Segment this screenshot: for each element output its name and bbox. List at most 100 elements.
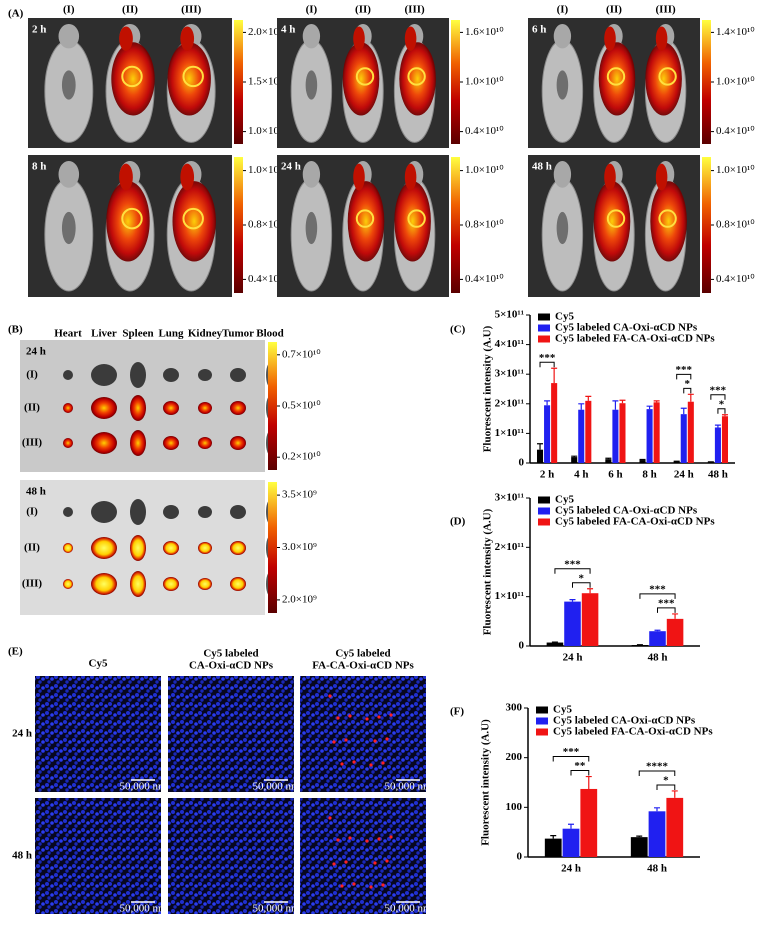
time-label: 48 h — [26, 486, 46, 498]
group-label: (II) — [24, 542, 40, 554]
organ — [163, 368, 179, 382]
colorbar-label: 0.7×10¹⁰ — [282, 348, 321, 360]
red-signal — [332, 862, 336, 866]
roi — [407, 209, 426, 228]
error-bar — [612, 400, 619, 410]
significance-bracket — [683, 387, 692, 394]
mouse-label: (III) — [181, 4, 202, 16]
organ-label: Lung — [158, 328, 184, 340]
y-tick-label: 5×10¹¹ — [495, 309, 524, 321]
organ — [198, 437, 212, 449]
organ — [230, 541, 246, 555]
legend-swatch — [538, 324, 550, 332]
colorbar — [702, 157, 711, 293]
x-tick-label: 48 h — [708, 469, 728, 481]
red-signal — [344, 860, 348, 864]
organ — [130, 430, 146, 456]
organ — [163, 436, 179, 450]
mouse-label: (I) — [557, 4, 569, 16]
bar — [646, 409, 653, 463]
micrograph — [300, 798, 426, 914]
colorbar-label: 0.8×10¹⁰ — [716, 219, 755, 231]
organ-label: Heart — [54, 328, 82, 340]
column-header: Cy5 labeled — [335, 648, 390, 660]
signal — [180, 163, 195, 191]
organ — [230, 368, 246, 382]
error-bar — [714, 424, 721, 428]
organ — [91, 397, 117, 419]
error-bar — [687, 393, 694, 402]
roi — [355, 67, 375, 86]
red-signal — [385, 737, 389, 741]
mouse-belly — [61, 70, 76, 100]
signal — [180, 26, 195, 51]
colorbar-label: 0.4×10¹⁰ — [716, 273, 755, 285]
significance-bracket — [539, 361, 555, 368]
legend-swatch — [538, 507, 550, 515]
roi — [606, 209, 626, 228]
panel-label: (D) — [450, 516, 466, 528]
error-bar — [636, 835, 643, 838]
bar — [581, 593, 599, 646]
bar — [551, 383, 558, 463]
legend-swatch — [538, 518, 550, 526]
error-bar — [537, 443, 544, 450]
y-axis-label: Fluorescent intensity (A.U) — [482, 325, 494, 452]
panel-label: (C) — [450, 324, 466, 336]
bar — [687, 401, 694, 463]
red-signal — [389, 835, 393, 839]
mouse-belly — [61, 211, 76, 245]
red-signal — [352, 882, 356, 886]
mouse-label: (I) — [306, 4, 318, 16]
micrograph — [300, 676, 426, 792]
legend-label: Cy5 — [553, 704, 572, 716]
organ-label: Kidney — [188, 328, 223, 340]
significance-bracket — [572, 582, 591, 588]
signal — [655, 26, 668, 51]
column-header: Cy5 — [89, 658, 108, 670]
organ — [130, 362, 146, 388]
scale-bar-label: 50,000 nm — [384, 903, 432, 915]
significance-label: * — [663, 774, 669, 786]
organ — [91, 432, 117, 454]
red-signal — [377, 715, 381, 719]
signal — [404, 26, 417, 51]
y-tick-label: 2×10¹¹ — [495, 397, 524, 409]
group-label: (II) — [24, 402, 40, 414]
error-bar — [550, 835, 557, 839]
y-tick-label: 1×10¹¹ — [495, 590, 524, 602]
error-bar — [646, 405, 653, 410]
colorbar — [268, 342, 277, 470]
y-tick-label: 200 — [506, 751, 523, 763]
signal — [353, 163, 365, 191]
legend-swatch — [536, 717, 548, 725]
organ — [230, 577, 246, 591]
colorbar — [451, 20, 460, 144]
mouse-head — [302, 24, 321, 49]
colorbar-label: 2.0×10⁹ — [282, 593, 317, 605]
panel-label: (F) — [450, 706, 464, 718]
scale-bar-label: 50,000 nm — [119, 903, 167, 915]
organ-label: Spleen — [122, 328, 153, 340]
colorbar — [234, 20, 243, 144]
mouse-head — [302, 161, 321, 188]
mouse-head — [58, 24, 80, 49]
legend-swatch — [538, 313, 550, 321]
significance-bracket — [554, 568, 591, 574]
organ — [63, 403, 73, 413]
legend-label: Cy5 — [555, 494, 574, 506]
error-bar — [639, 458, 646, 461]
group-label: (I) — [26, 369, 38, 381]
significance-bracket — [639, 593, 676, 599]
red-signal — [340, 762, 344, 766]
organ — [91, 501, 117, 523]
organ — [130, 499, 146, 525]
column-header: Cy5 labeled — [203, 648, 258, 660]
significance-bracket — [676, 373, 692, 380]
significance-bracket — [717, 408, 726, 414]
significance-bracket — [638, 770, 676, 776]
mouse-label: (III) — [405, 4, 426, 16]
y-axis-label: Fluorescent intensity (A.U) — [482, 508, 494, 635]
bar — [580, 788, 598, 857]
colorbar-label: 1.4×10¹⁰ — [716, 26, 755, 38]
